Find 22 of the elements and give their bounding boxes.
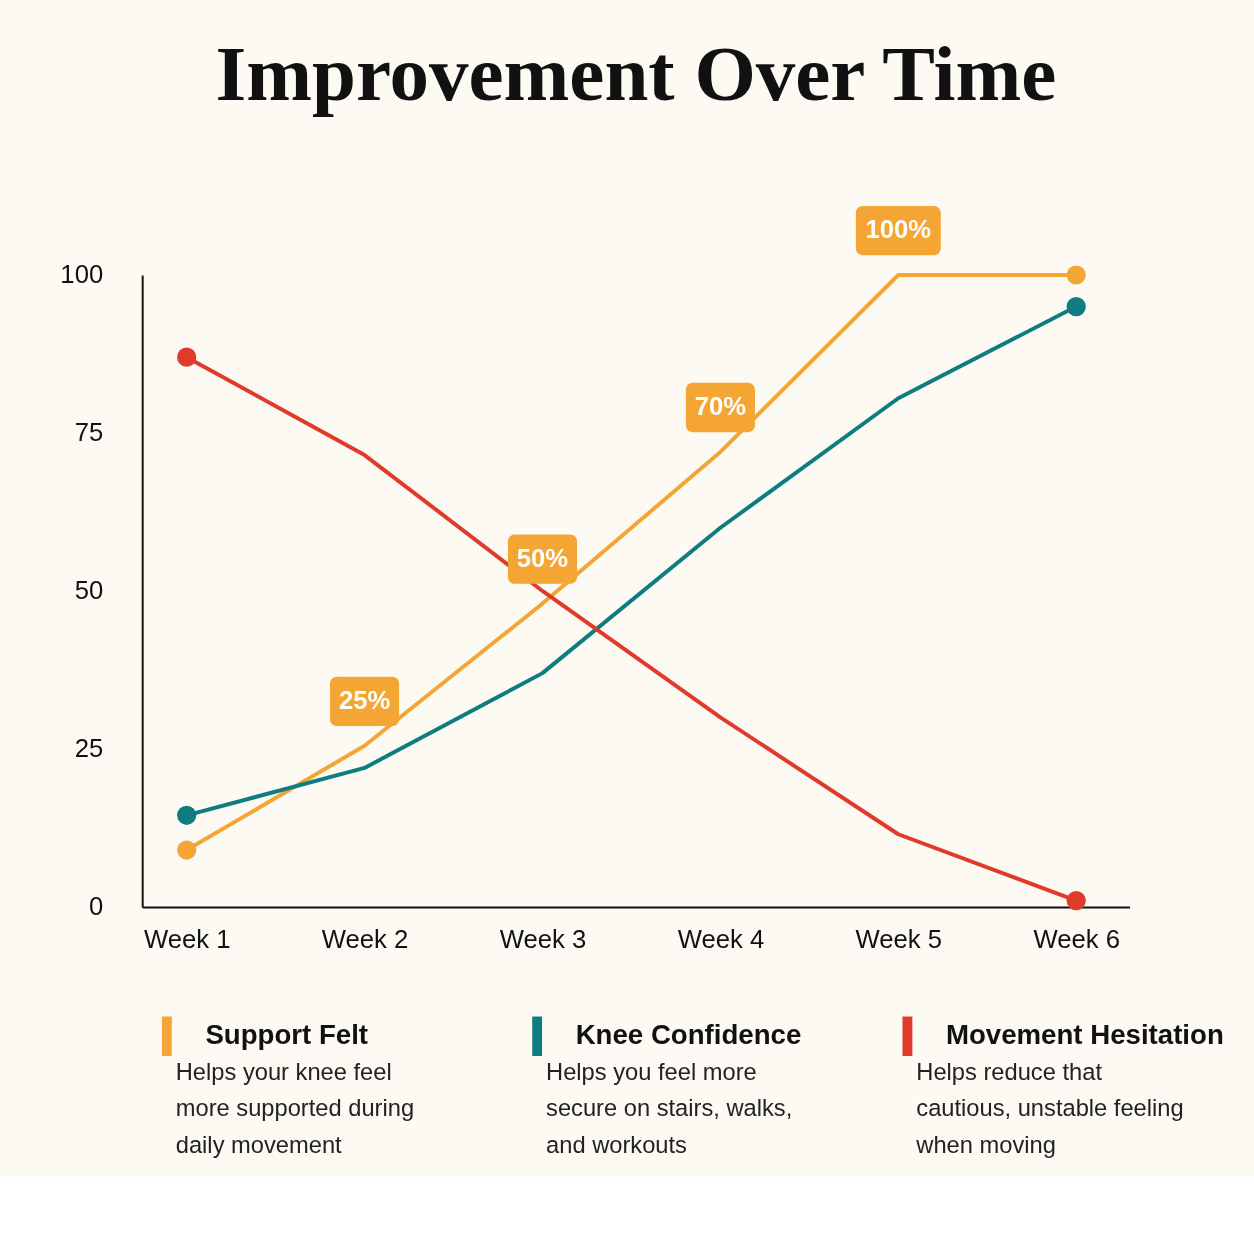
x-tick-label: Week 1 [143,924,231,953]
y-tick-label: 75 [74,418,104,447]
chart-title: Improvement Over Time [215,30,1057,118]
legend-label: Support Felt [205,1019,369,1051]
legend-label: Movement Hesitation [945,1019,1224,1051]
x-tick-label: Week 4 [677,924,765,953]
x-tick-label: Week 6 [1033,924,1120,953]
text: Helps you feel more secure on stairs, walks, and workouts [546,1058,793,1158]
text: Helps reduce that cautious, unstable feeling when moving [915,1058,1184,1158]
x-tick-label: Week 3 [499,924,587,953]
y-tick-label: 100 [60,260,104,289]
annotation: 70% [694,392,747,421]
y-tick-label: 0 [88,892,104,921]
legend-label: Knee Confidence [575,1019,802,1051]
y-tick-label: 50 [74,576,104,605]
x-tick-label: Week 5 [855,924,943,953]
text: Helps your knee feel more supported during daily movement [175,1058,415,1158]
annotation: 50% [516,544,569,573]
x-tick-label: Week 2 [321,924,409,953]
annotation: 25% [338,686,391,715]
annotation: 100% [865,215,932,244]
y-tick-label: 25 [74,734,104,763]
